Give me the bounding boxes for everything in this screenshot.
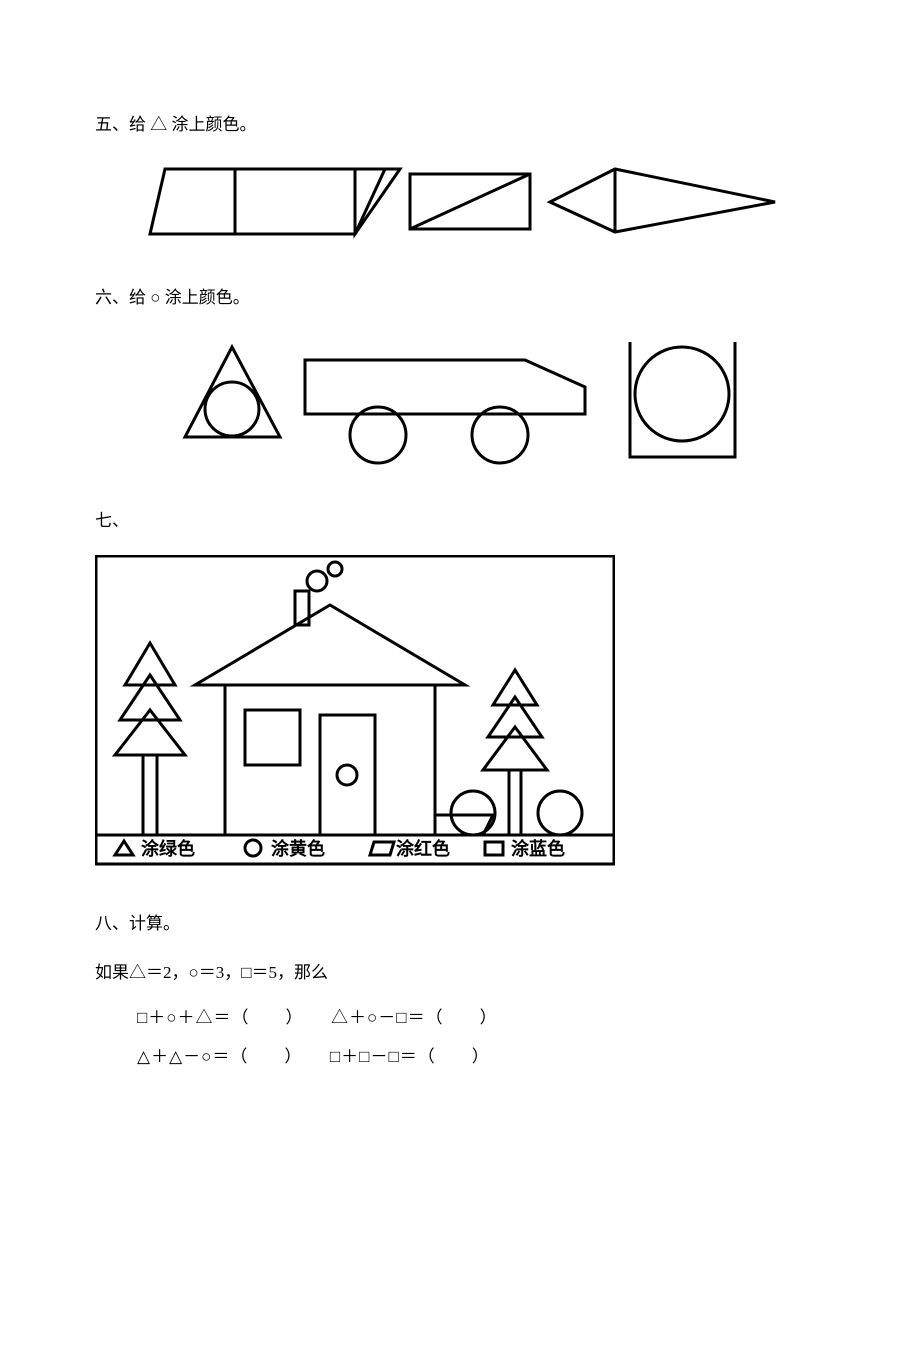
section7-heading: 七、 [95, 506, 825, 531]
svg-text:涂黄色: 涂黄色 [271, 838, 325, 859]
section8-heading: 八、计算。 [95, 909, 825, 934]
svg-text:涂红色: 涂红色 [396, 838, 450, 859]
figure5 [95, 159, 825, 249]
section5-heading: 五、给 △ 涂上颜色。 [95, 110, 825, 135]
section8-premise: 如果△＝2，○＝3，□＝5，那么 [95, 958, 825, 983]
svg-text:涂蓝色: 涂蓝色 [511, 838, 565, 859]
section6-heading: 六、给 ○ 涂上颜色。 [95, 283, 825, 308]
figure7: 涂绿色 涂黄色 涂红色 涂蓝色 [95, 555, 825, 875]
figure6 [95, 332, 825, 472]
equation-line-1: □＋○＋△＝（ ） △＋○－□＝（ ） [137, 1003, 825, 1028]
svg-text:涂绿色: 涂绿色 [141, 838, 195, 859]
equation-line-2: △＋△－○＝（ ） □＋□－□＝（ ） [137, 1042, 825, 1067]
